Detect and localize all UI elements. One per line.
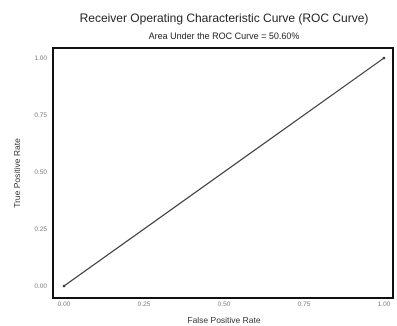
y-tick-label: 0.50 xyxy=(34,169,47,176)
roc-curve-line xyxy=(63,57,385,287)
x-tick-label: 0.50 xyxy=(218,301,231,308)
x-tick-label: 0.00 xyxy=(58,301,71,308)
y-axis-ticks: 0.00 0.25 0.50 0.75 1.00 xyxy=(34,55,47,290)
y-tick-label: 0.25 xyxy=(34,226,47,233)
chart-title: Receiver Operating Characteristic Curve … xyxy=(80,11,369,25)
x-axis-title: False Positive Rate xyxy=(187,315,260,325)
y-tick-label: 0.75 xyxy=(34,112,47,119)
chart-subtitle: Area Under the ROC Curve = 50.60% xyxy=(149,31,300,41)
roc-curve-point xyxy=(62,284,66,288)
x-tick-label: 0.75 xyxy=(298,301,311,308)
x-axis-ticks: 0.00 0.25 0.50 0.75 1.00 xyxy=(58,301,391,308)
roc-series xyxy=(62,56,386,288)
y-axis-title: True Positive Rate xyxy=(12,138,22,208)
x-tick-label: 1.00 xyxy=(378,301,391,308)
x-tick-label: 0.25 xyxy=(138,301,151,308)
roc-curve-point xyxy=(382,56,386,60)
y-tick-label: 1.00 xyxy=(34,55,47,62)
y-tick-label: 0.00 xyxy=(34,283,47,290)
plot-frame xyxy=(52,47,394,299)
